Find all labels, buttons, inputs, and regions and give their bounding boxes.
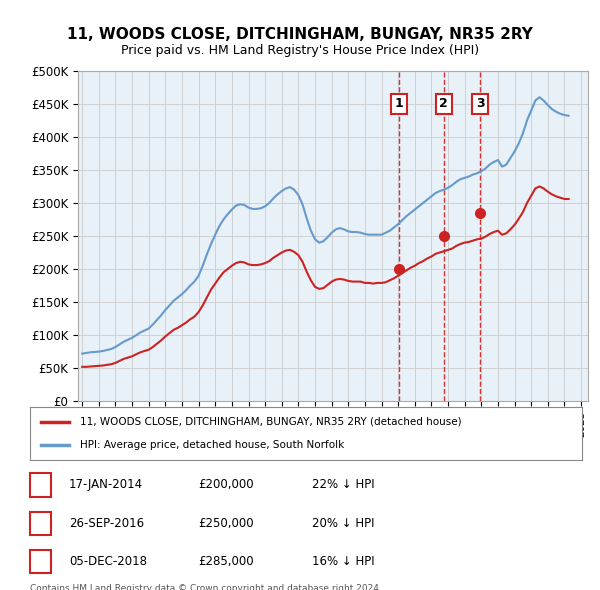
- Text: 17-JAN-2014: 17-JAN-2014: [69, 478, 143, 491]
- Text: 11, WOODS CLOSE, DITCHINGHAM, BUNGAY, NR35 2RY: 11, WOODS CLOSE, DITCHINGHAM, BUNGAY, NR…: [67, 27, 533, 41]
- Text: 1: 1: [36, 478, 45, 491]
- Text: 11, WOODS CLOSE, DITCHINGHAM, BUNGAY, NR35 2RY (detached house): 11, WOODS CLOSE, DITCHINGHAM, BUNGAY, NR…: [80, 417, 461, 427]
- Text: 3: 3: [36, 555, 45, 568]
- Text: Contains HM Land Registry data © Crown copyright and database right 2024.
This d: Contains HM Land Registry data © Crown c…: [30, 584, 382, 590]
- Text: 1: 1: [395, 97, 403, 110]
- Text: 20% ↓ HPI: 20% ↓ HPI: [312, 517, 374, 530]
- Text: Price paid vs. HM Land Registry's House Price Index (HPI): Price paid vs. HM Land Registry's House …: [121, 44, 479, 57]
- Text: 05-DEC-2018: 05-DEC-2018: [69, 555, 147, 568]
- Text: £285,000: £285,000: [198, 555, 254, 568]
- Text: £200,000: £200,000: [198, 478, 254, 491]
- Text: 26-SEP-2016: 26-SEP-2016: [69, 517, 144, 530]
- Text: 2: 2: [439, 97, 448, 110]
- Text: HPI: Average price, detached house, South Norfolk: HPI: Average price, detached house, Sout…: [80, 440, 344, 450]
- Text: 3: 3: [476, 97, 484, 110]
- Text: 2: 2: [36, 517, 45, 530]
- Text: 16% ↓ HPI: 16% ↓ HPI: [312, 555, 374, 568]
- Text: £250,000: £250,000: [198, 517, 254, 530]
- Text: 22% ↓ HPI: 22% ↓ HPI: [312, 478, 374, 491]
